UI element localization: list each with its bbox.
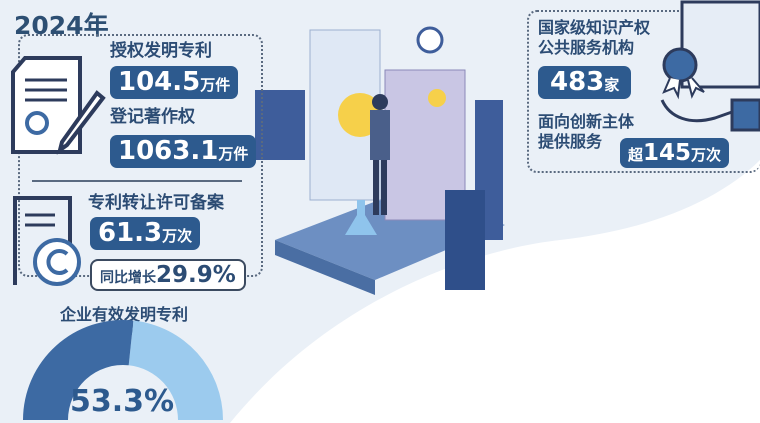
gauge-rest-arc — [128, 320, 223, 420]
service-label-line2: 提供服务 — [538, 132, 603, 151]
copyright-unit: 万件 — [218, 145, 249, 163]
patent-value: 104.5 — [118, 67, 201, 97]
gauge-title-line1: 企业有效发明专利 — [59, 305, 188, 324]
patent-label: 授权发明专利 — [110, 41, 212, 61]
copyright-document-icon — [13, 196, 81, 286]
patent-value-badge: 104.5万件 — [110, 66, 239, 99]
service-prefix: 超 — [628, 146, 644, 164]
agency-value-badge: 483家 — [538, 66, 632, 99]
service-unit: 万次 — [691, 146, 722, 164]
growth-value: 29.9% — [156, 262, 236, 288]
gauge-filled-arc — [23, 320, 134, 420]
open-book-lightbulb-illustration — [255, 26, 505, 295]
patent-unit: 万件 — [200, 76, 231, 94]
copyright-value: 1063.1 — [118, 136, 219, 166]
growth-badge: 同比增长29.9% — [90, 259, 246, 291]
copyright-label: 登记著作权 — [110, 107, 195, 127]
license-label: 专利转让许可备案 — [88, 193, 224, 213]
service-value-badge: 超145万次 — [620, 138, 730, 168]
agency-label-line1: 国家级知识产权 — [538, 18, 651, 37]
gauge-chart — [23, 320, 223, 420]
license-value-badge: 61.3万次 — [90, 217, 201, 250]
right-stats-box — [527, 10, 760, 173]
divider — [32, 180, 242, 182]
license-unit: 万次 — [162, 227, 193, 245]
document-pen-icon — [11, 56, 106, 155]
license-value: 61.3 — [98, 218, 163, 248]
growth-label: 同比增长 — [100, 270, 156, 286]
agency-value: 483 — [550, 67, 605, 97]
service-label-line1: 面向创新主体 — [538, 112, 635, 131]
service-label: 面向创新主体 提供服务 — [538, 112, 634, 152]
agency-label-line2: 公共服务机构 — [538, 38, 635, 57]
service-value: 145 — [643, 140, 692, 166]
certificate-hand-icon — [660, 0, 760, 132]
agency-label: 国家级知识产权 公共服务机构 — [538, 18, 650, 58]
agency-unit: 家 — [604, 76, 620, 94]
copyright-value-badge: 1063.1万件 — [110, 135, 257, 168]
gauge-value: 53.3% — [70, 384, 175, 419]
